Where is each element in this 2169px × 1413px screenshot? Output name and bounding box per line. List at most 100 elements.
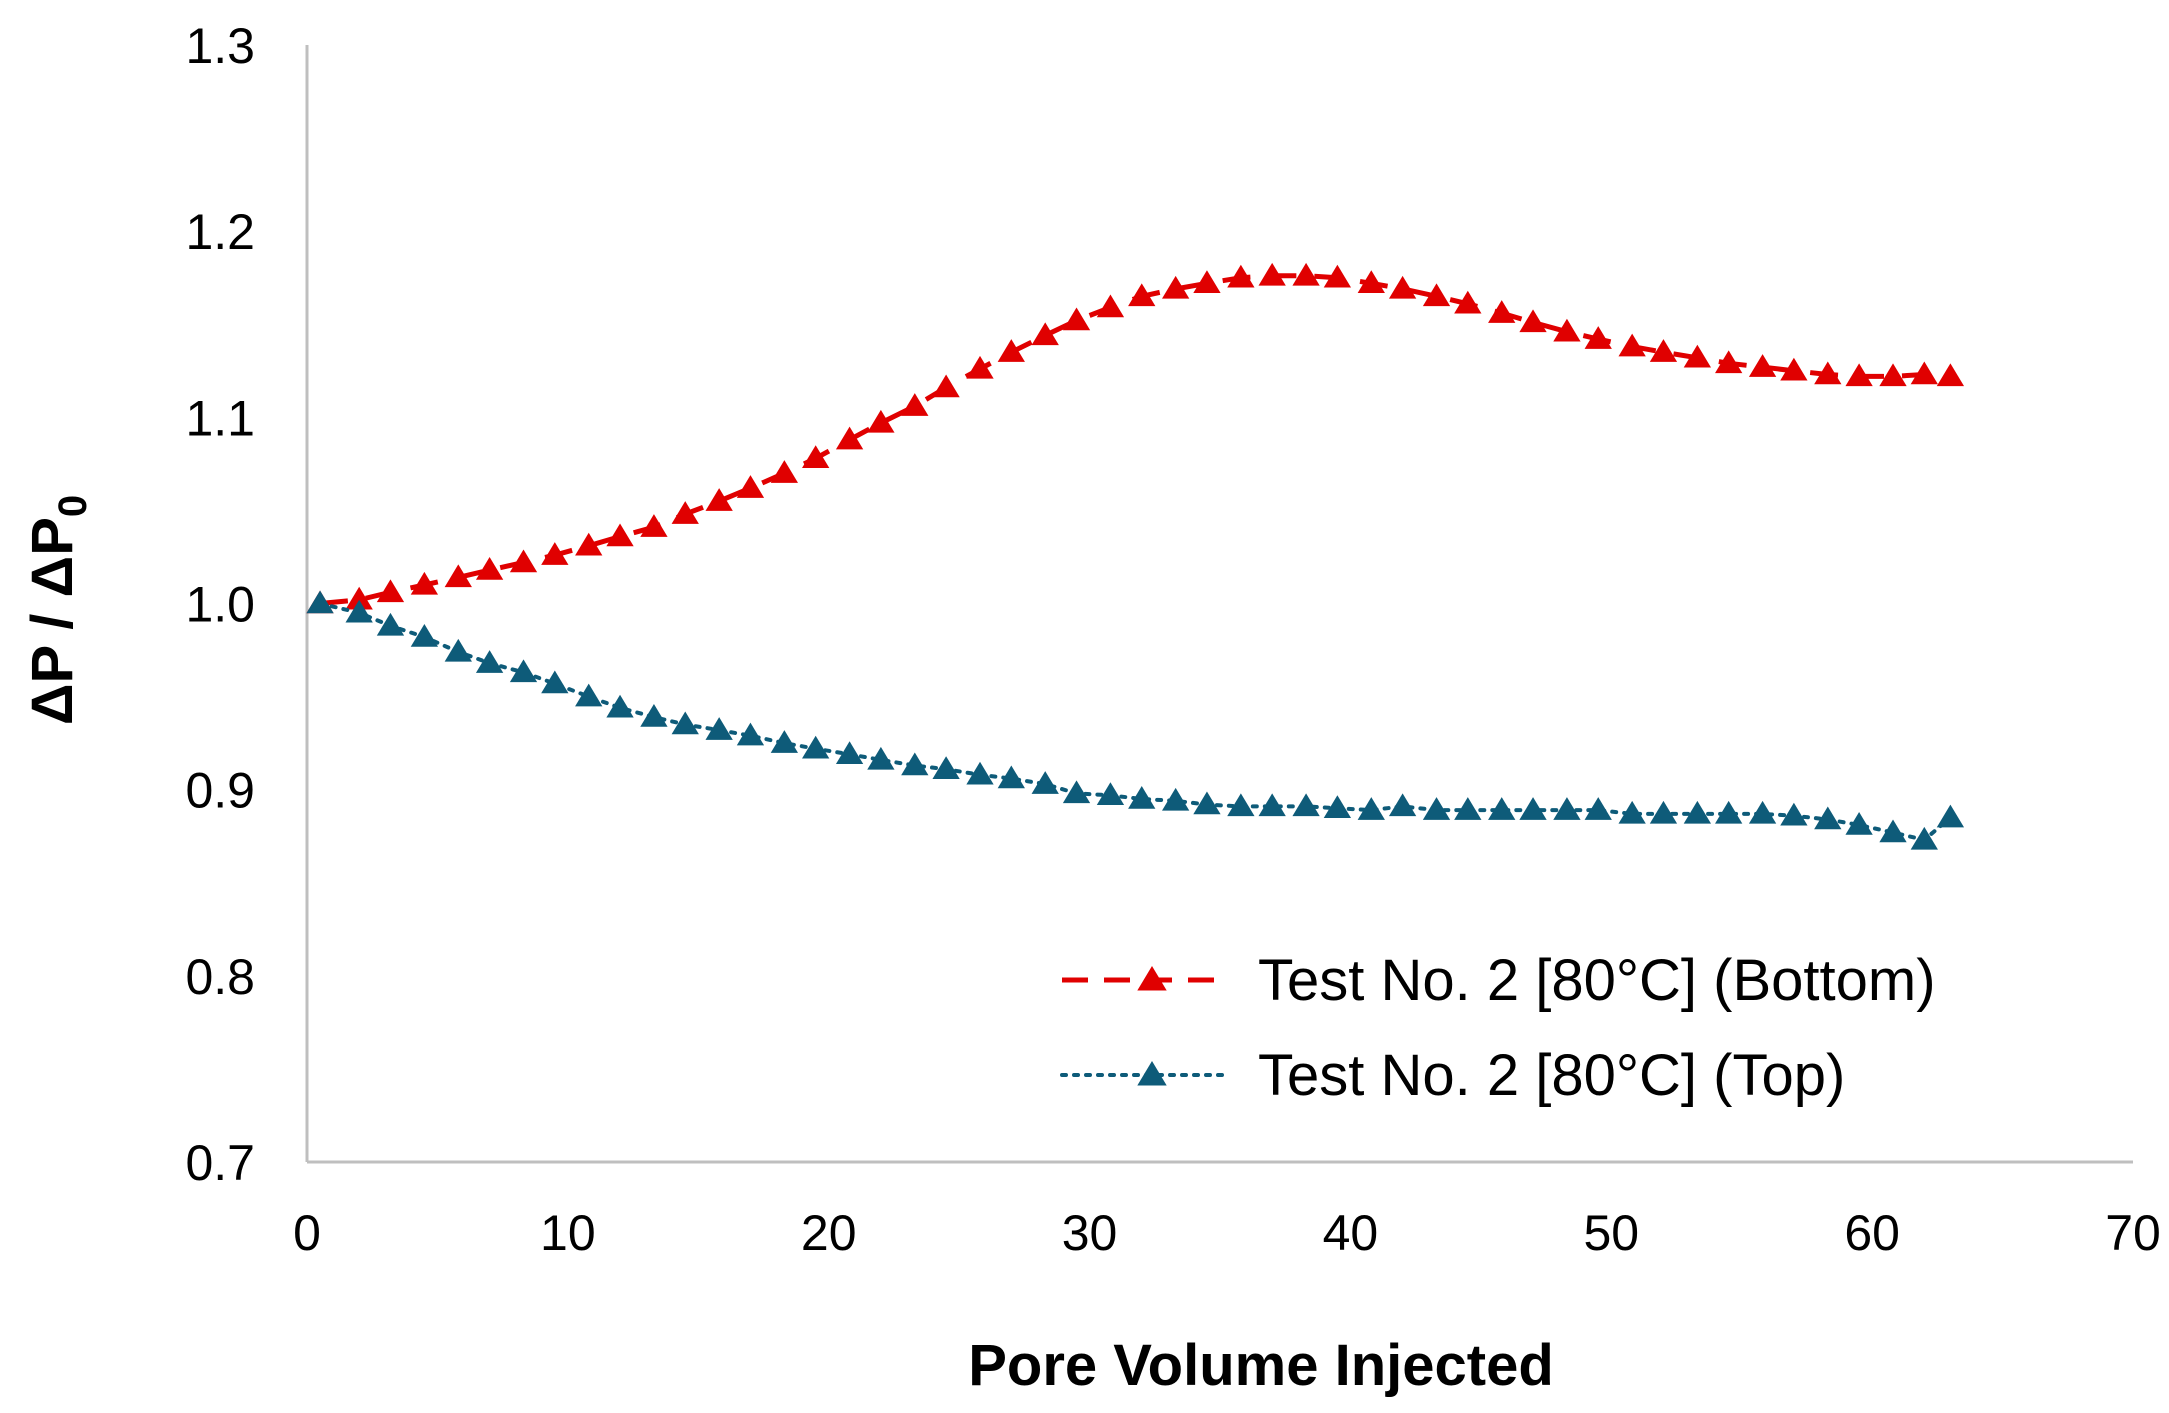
data-point	[345, 599, 373, 623]
x-tick-label: 60	[1844, 1205, 1900, 1261]
data-point	[410, 624, 439, 647]
data-point	[1910, 361, 1938, 385]
data-point	[802, 445, 830, 469]
data-point	[1128, 283, 1156, 307]
x-tick-label: 70	[2105, 1205, 2161, 1261]
data-point	[1618, 333, 1646, 357]
x-tick-label: 10	[540, 1205, 596, 1261]
data-point	[867, 409, 895, 433]
data-point	[770, 730, 799, 753]
legend-marker	[1137, 966, 1167, 991]
data-point	[1258, 262, 1286, 286]
data-point	[835, 741, 864, 765]
data-point	[1879, 819, 1907, 843]
legend-item: Test No. 2 [80°C] (Top)	[1060, 1043, 1845, 1108]
data-point	[901, 752, 929, 776]
data-point	[1780, 357, 1808, 381]
data-point	[1357, 270, 1385, 294]
data-point	[1814, 806, 1842, 830]
data-point	[932, 374, 960, 398]
x-tick-labels: 0 10 20 30 40 50 60 70	[293, 1205, 2161, 1261]
data-point	[1936, 363, 1965, 387]
data-point	[345, 586, 373, 610]
data-point	[932, 756, 960, 779]
data-point	[1128, 785, 1156, 809]
data-point	[1422, 797, 1451, 820]
data-point	[1519, 309, 1547, 333]
data-point	[1910, 826, 1938, 850]
data-point	[705, 488, 733, 511]
data-point	[1553, 797, 1581, 820]
data-point	[1323, 264, 1352, 288]
data-point	[1845, 363, 1873, 387]
data-point	[410, 571, 439, 595]
data-point	[1388, 275, 1417, 299]
data-point	[1031, 322, 1059, 346]
data-point	[1879, 363, 1907, 387]
data-point	[1292, 262, 1320, 286]
data-point	[1748, 354, 1777, 377]
data-point	[1618, 800, 1646, 824]
data-point	[1780, 802, 1808, 826]
y-axis-title-main: ΔP / ΔP	[20, 517, 85, 725]
legend-marker	[1137, 1061, 1167, 1086]
data-point	[640, 514, 668, 537]
legend-item: Test No. 2 [80°C] (Bottom)	[1062, 948, 1936, 1013]
data-point	[376, 579, 405, 603]
x-tick-label: 30	[1062, 1205, 1118, 1261]
data-point	[1715, 350, 1743, 374]
data-point	[997, 339, 1025, 362]
data-point	[1193, 270, 1221, 294]
data-point	[966, 355, 994, 379]
data-point	[1553, 318, 1581, 342]
x-tick-label: 40	[1323, 1205, 1379, 1261]
legend-label: Test No. 2 [80°C] (Top)	[1258, 1043, 1845, 1108]
y-tick-label: 1.3	[185, 18, 255, 74]
data-point	[1683, 800, 1712, 824]
data-point	[1162, 275, 1190, 299]
series-line	[319, 273, 1951, 606]
data-point	[575, 532, 603, 556]
data-point	[306, 590, 334, 614]
data-point	[1031, 771, 1059, 794]
y-tick-label: 1.0	[185, 577, 255, 633]
y-tick-label: 1.2	[185, 204, 255, 260]
y-axis-title-subscript: 0	[51, 495, 95, 517]
y-tick-label: 0.8	[185, 949, 255, 1005]
data-point	[606, 694, 634, 718]
data-point	[867, 746, 895, 770]
data-point	[475, 556, 504, 580]
data-point	[671, 711, 699, 735]
data-point	[1584, 326, 1612, 349]
series-top	[306, 590, 1965, 850]
data-point	[1357, 797, 1385, 820]
data-point	[1584, 797, 1612, 820]
y-tick-label: 1.1	[185, 390, 255, 446]
data-point	[705, 717, 733, 740]
data-point	[444, 638, 472, 662]
data-point	[671, 501, 699, 524]
data-point	[770, 460, 799, 483]
legend: Test No. 2 [80°C] (Bottom) Test No. 2 [80…	[1060, 948, 1936, 1108]
data-point	[901, 393, 929, 416]
legend-label: Test No. 2 [80°C] (Bottom)	[1258, 948, 1936, 1013]
data-point	[1227, 264, 1255, 288]
data-point	[1845, 812, 1873, 835]
data-point	[575, 683, 603, 707]
data-point	[1162, 787, 1190, 811]
x-tick-label: 50	[1583, 1205, 1639, 1261]
data-point	[1488, 300, 1516, 323]
data-point	[1936, 804, 1965, 828]
series-layer	[306, 262, 1965, 850]
data-point	[1096, 782, 1125, 806]
data-point	[1649, 800, 1678, 824]
data-point	[509, 659, 538, 683]
data-point	[1193, 791, 1221, 815]
data-point	[1748, 800, 1777, 824]
data-point	[736, 722, 765, 746]
data-point	[1323, 795, 1352, 819]
series-bottom	[306, 262, 1965, 614]
data-point	[376, 612, 405, 636]
y-axis-title: ΔP / ΔP0	[20, 495, 95, 725]
data-point	[1715, 800, 1743, 824]
